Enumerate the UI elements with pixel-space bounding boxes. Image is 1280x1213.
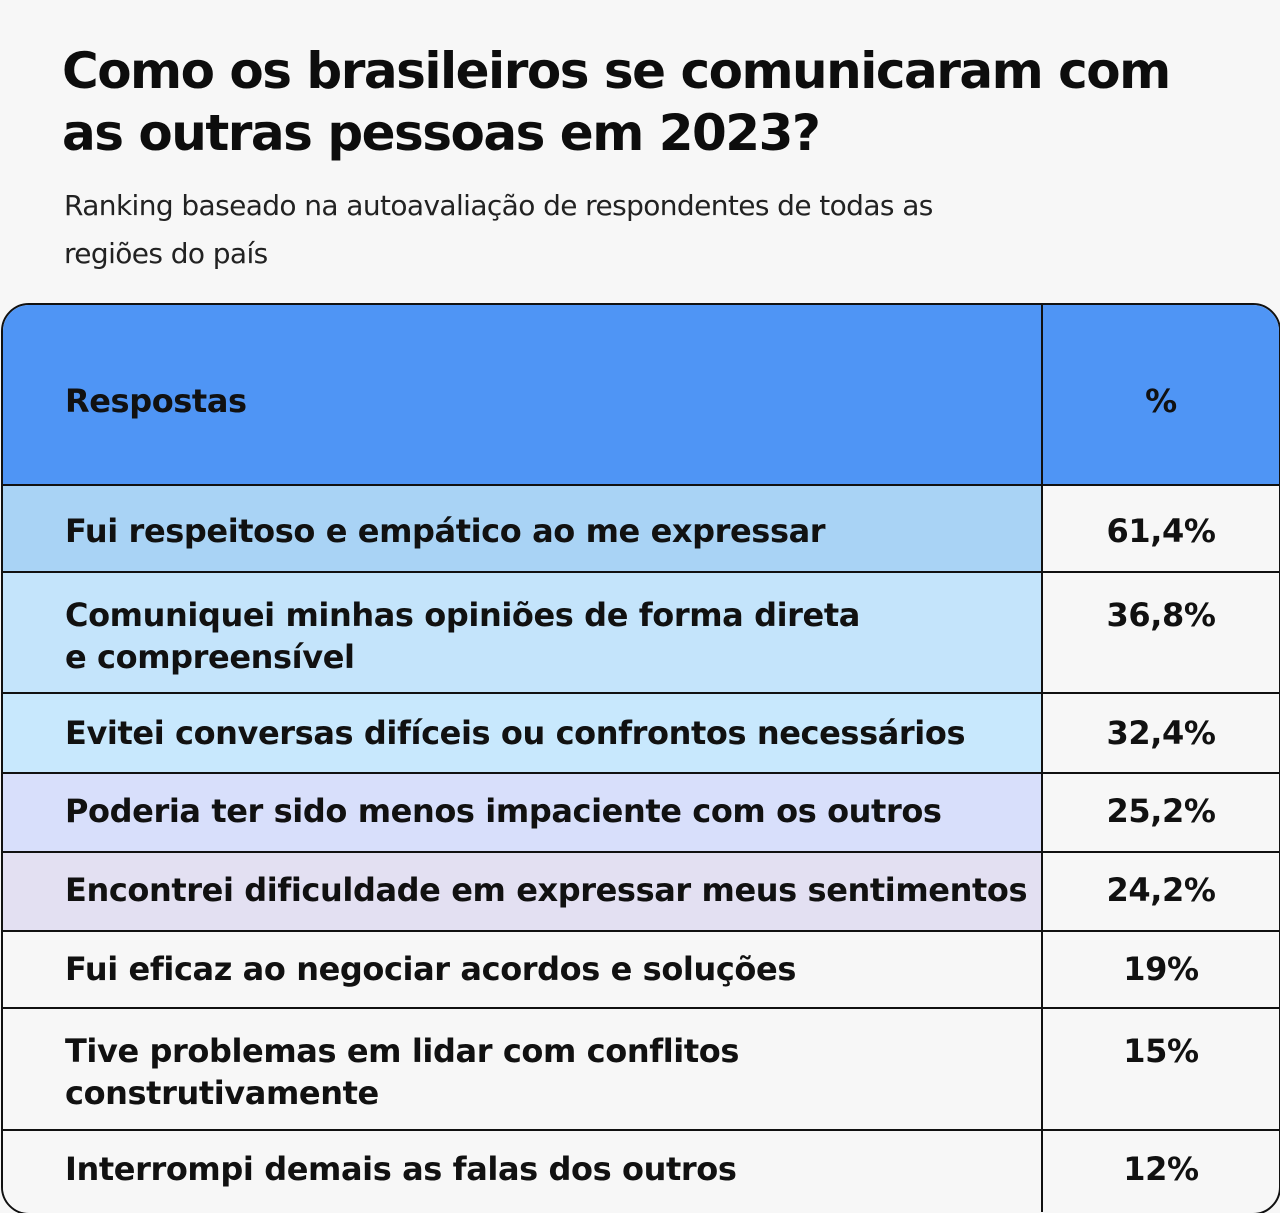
results-table: Respostas % Fui respeitoso e empático ao… bbox=[1, 303, 1280, 1213]
row-label: Fui respeitoso e empático ao me expressa… bbox=[3, 486, 1041, 571]
table-row: Comuniquei minhas opiniões de forma dire… bbox=[3, 571, 1279, 692]
chart-title: Como os brasileiros se comunicaram com a… bbox=[62, 42, 1171, 162]
column-divider bbox=[1041, 305, 1043, 484]
table-row: Fui respeitoso e empático ao me expressa… bbox=[3, 484, 1279, 571]
row-value: 61,4% bbox=[1106, 512, 1216, 550]
row-value: 25,2% bbox=[1106, 792, 1216, 830]
row-value: 19% bbox=[1123, 950, 1199, 988]
column-divider bbox=[1041, 774, 1043, 851]
table-row: Fui eficaz ao negociar acordos e soluçõe… bbox=[3, 930, 1279, 1007]
row-value: 12% bbox=[1123, 1150, 1199, 1188]
table-row: Tive problemas em lidar com conflitos co… bbox=[3, 1007, 1279, 1129]
column-divider bbox=[1041, 1009, 1043, 1129]
table-row: Poderia ter sido menos impaciente com os… bbox=[3, 772, 1279, 851]
row-label: Interrompi demais as falas dos outros bbox=[3, 1131, 1041, 1212]
column-divider bbox=[1041, 932, 1043, 1007]
row-value: 15% bbox=[1123, 1032, 1199, 1070]
table-row: Evitei conversas difíceis ou confrontos … bbox=[3, 692, 1279, 772]
column-divider bbox=[1041, 486, 1043, 571]
row-value: 32,4% bbox=[1106, 714, 1216, 752]
row-value: 36,8% bbox=[1106, 596, 1216, 634]
table-row: Encontrei dificuldade em expressar meus … bbox=[3, 851, 1279, 930]
row-label: Encontrei dificuldade em expressar meus … bbox=[3, 853, 1041, 930]
row-label: Fui eficaz ao negociar acordos e soluçõe… bbox=[3, 932, 1041, 1007]
column-divider bbox=[1041, 694, 1043, 772]
column-divider bbox=[1041, 573, 1043, 692]
table-header-row: Respostas % bbox=[3, 305, 1279, 484]
header-percent: % bbox=[1145, 382, 1177, 420]
table-row: Interrompi demais as falas dos outros 12% bbox=[3, 1129, 1279, 1212]
column-divider bbox=[1041, 853, 1043, 930]
column-divider bbox=[1041, 1131, 1043, 1212]
row-label: Tive problemas em lidar com conflitos co… bbox=[3, 1009, 1041, 1129]
row-label: Comuniquei minhas opiniões de forma dire… bbox=[3, 573, 1041, 692]
header-respostas: Respostas bbox=[65, 382, 247, 420]
row-value: 24,2% bbox=[1106, 871, 1216, 909]
row-label: Evitei conversas difíceis ou confrontos … bbox=[3, 694, 1041, 772]
row-label: Poderia ter sido menos impaciente com os… bbox=[3, 774, 1041, 851]
chart-subtitle: Ranking baseado na autoavaliação de resp… bbox=[64, 189, 933, 270]
